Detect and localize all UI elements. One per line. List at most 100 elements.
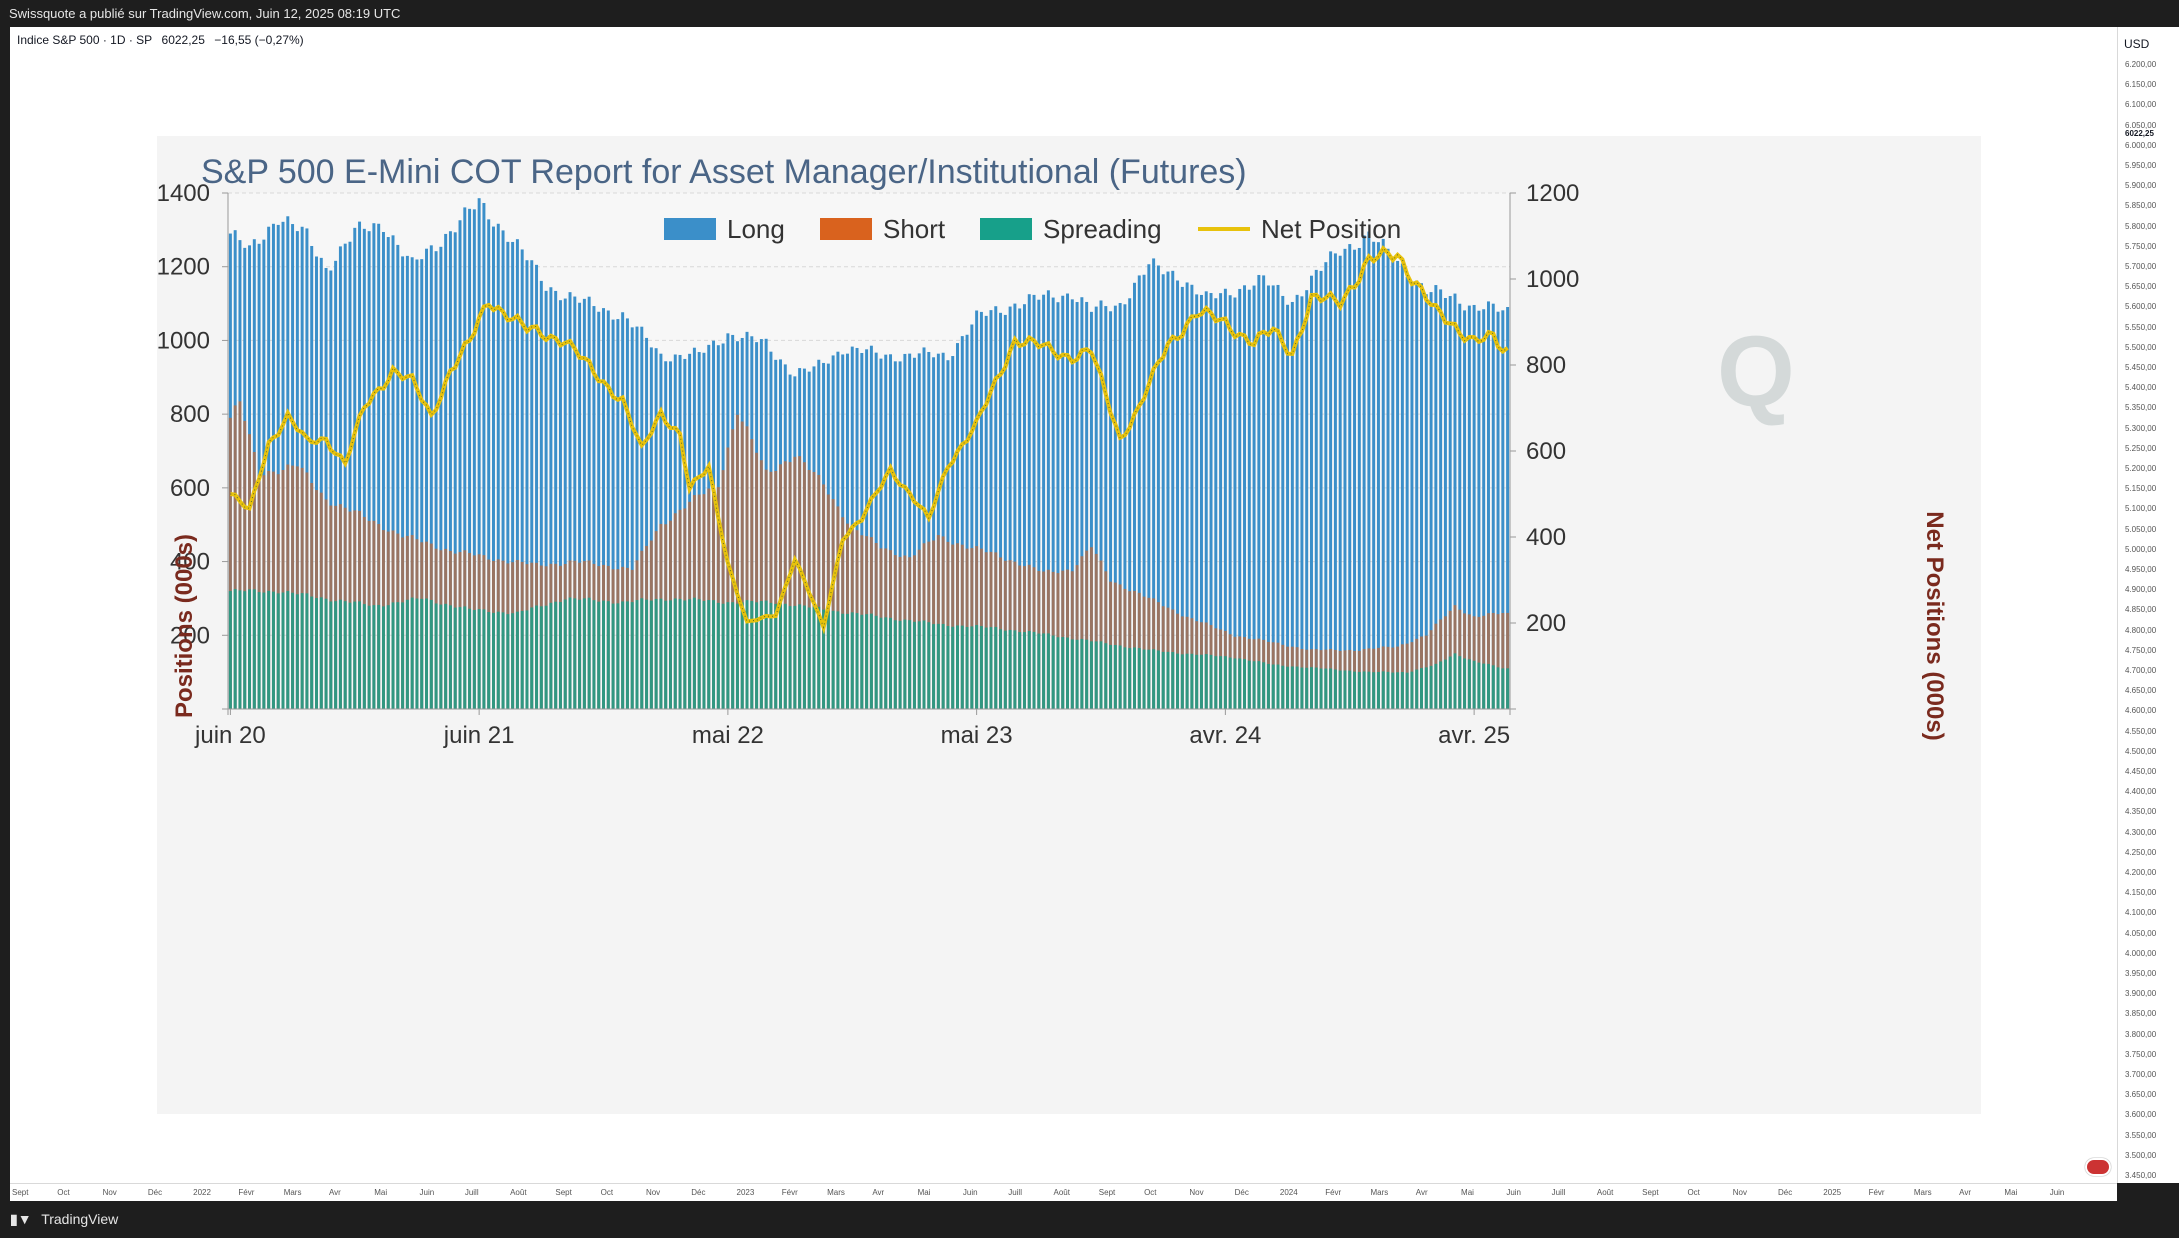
long-bar	[439, 246, 443, 709]
long-bar	[1233, 297, 1237, 709]
long-bar	[520, 249, 524, 710]
x-tick-label: mai 23	[941, 722, 1013, 749]
long-bar	[1204, 291, 1208, 709]
spreading-bar	[1099, 641, 1103, 709]
spreading-bar	[1199, 654, 1203, 709]
short-bar	[262, 475, 266, 709]
price-tick: 4.900,00	[2125, 585, 2157, 595]
spreading-bar	[989, 627, 993, 709]
spreading-bar	[353, 601, 357, 709]
spreading-bar	[1046, 633, 1050, 709]
long-bar	[1338, 255, 1342, 709]
long-bar	[477, 198, 481, 709]
long-bar	[444, 233, 448, 709]
short-bar	[1496, 614, 1500, 709]
long-bar	[1042, 294, 1046, 709]
spreading-bar	[712, 600, 716, 709]
price-tick: 5.100,00	[2125, 504, 2157, 514]
long-bar	[893, 361, 897, 709]
time-tick: Mai	[374, 1188, 388, 1197]
long-bar	[984, 315, 988, 709]
long-bar	[1305, 290, 1309, 709]
spreading-bar	[1066, 637, 1070, 709]
us-flag-icon[interactable]	[2085, 1158, 2111, 1176]
time-tick: Nov	[1732, 1188, 1747, 1197]
long-bar	[319, 257, 323, 709]
spreading-bar	[492, 612, 495, 709]
time-tick: Avr	[328, 1188, 341, 1197]
spreading-bar	[295, 594, 299, 709]
spreading-bar	[1190, 653, 1194, 709]
long-bar	[1018, 308, 1022, 709]
spreading-bar	[592, 600, 596, 709]
short-bar	[238, 401, 242, 709]
spreading-bar	[879, 617, 883, 709]
long-bar	[1262, 275, 1266, 709]
long-bar	[1190, 284, 1194, 709]
long-bar	[889, 354, 893, 709]
spreading-bar	[367, 605, 371, 709]
price-tick: 4.300,00	[2125, 827, 2157, 837]
time-tick: Oct	[57, 1188, 70, 1197]
time-tick: Nov	[1189, 1188, 1204, 1197]
time-axis[interactable]: Sept Oct Nov Déc 2022 Févr Mars Avr Mai Juin Juill…	[10, 1183, 2117, 1201]
short-bar	[779, 464, 782, 709]
publisher-bar: Swissquote a publié sur TradingView.com,…	[0, 0, 2179, 27]
price-tick: 3.600,00	[2125, 1110, 2157, 1120]
spreading-bar	[238, 590, 242, 709]
spreading-bar	[802, 605, 806, 709]
spreading-bar	[1166, 651, 1170, 709]
long-bar	[1439, 289, 1443, 709]
spreading-bar	[1472, 660, 1476, 709]
tradingview-logo-icon: ▮▼	[10, 1211, 32, 1227]
spreading-bar	[1118, 645, 1122, 709]
spreading-bar	[769, 602, 773, 709]
chart-axes: 200 400 600 800 1000 1200 1400 200 400 600 800 1000…	[157, 180, 1579, 749]
spreading-bar	[506, 614, 510, 709]
spreading-bar	[558, 602, 562, 709]
long-bar	[874, 352, 878, 709]
long-bar	[315, 256, 318, 709]
long-bar	[554, 290, 558, 709]
long-bar	[654, 348, 658, 709]
price-tick: 6.150,00	[2125, 80, 2157, 90]
spreading-bar	[1238, 658, 1242, 709]
spreading-bar	[415, 598, 419, 709]
time-tick: Avr	[1959, 1188, 1971, 1197]
price-tick: 3.500,00	[2125, 1150, 2157, 1160]
spreading-bar	[1137, 648, 1141, 709]
short-bar	[281, 469, 285, 709]
price-tick: 3.800,00	[2125, 1029, 2157, 1039]
spreading-bar	[855, 613, 859, 709]
price-axis[interactable]: USD 6.200,00 6.150,00 6.100,00 6.050,00 6.00…	[2117, 27, 2179, 1183]
cot-chart-image: 200 400 600 800 1000 1200 1400 200 400 600 800 1000…	[157, 136, 1981, 1114]
spreading-bar	[262, 592, 266, 709]
time-tick: Juin	[1506, 1188, 1521, 1197]
spreading-bar	[1061, 637, 1065, 709]
spreading-bar	[1070, 639, 1074, 709]
spreading-bar	[496, 611, 500, 709]
long-bar	[1118, 302, 1122, 709]
long-bar	[1415, 280, 1419, 709]
symbol-price: 6022,25	[161, 33, 205, 47]
long-bar	[377, 223, 381, 709]
spreading-bar	[726, 602, 730, 709]
time-tick: Mars	[1370, 1188, 1389, 1197]
spreading-bar	[745, 600, 749, 709]
spreading-bar	[281, 592, 285, 709]
currency-label[interactable]: USD	[2124, 37, 2150, 51]
spreading-bar	[1396, 672, 1400, 709]
spreading-bar	[764, 600, 768, 709]
price-tick: 3.750,00	[2125, 1049, 2157, 1059]
spreading-bar	[683, 600, 687, 709]
long-bar	[310, 245, 314, 709]
symbol-legend[interactable]: Indice S&P 500 · 1D · SP 6022,25 −16,55 …	[17, 33, 310, 47]
price-tick: 4.000,00	[2125, 948, 2157, 958]
long-bar	[1243, 285, 1246, 709]
time-tick: Juin	[419, 1188, 435, 1197]
long-bar	[1491, 303, 1495, 709]
price-tick: 4.550,00	[2125, 726, 2157, 736]
long-bar	[563, 298, 567, 709]
long-bar	[1080, 297, 1084, 709]
short-bar	[836, 506, 840, 709]
